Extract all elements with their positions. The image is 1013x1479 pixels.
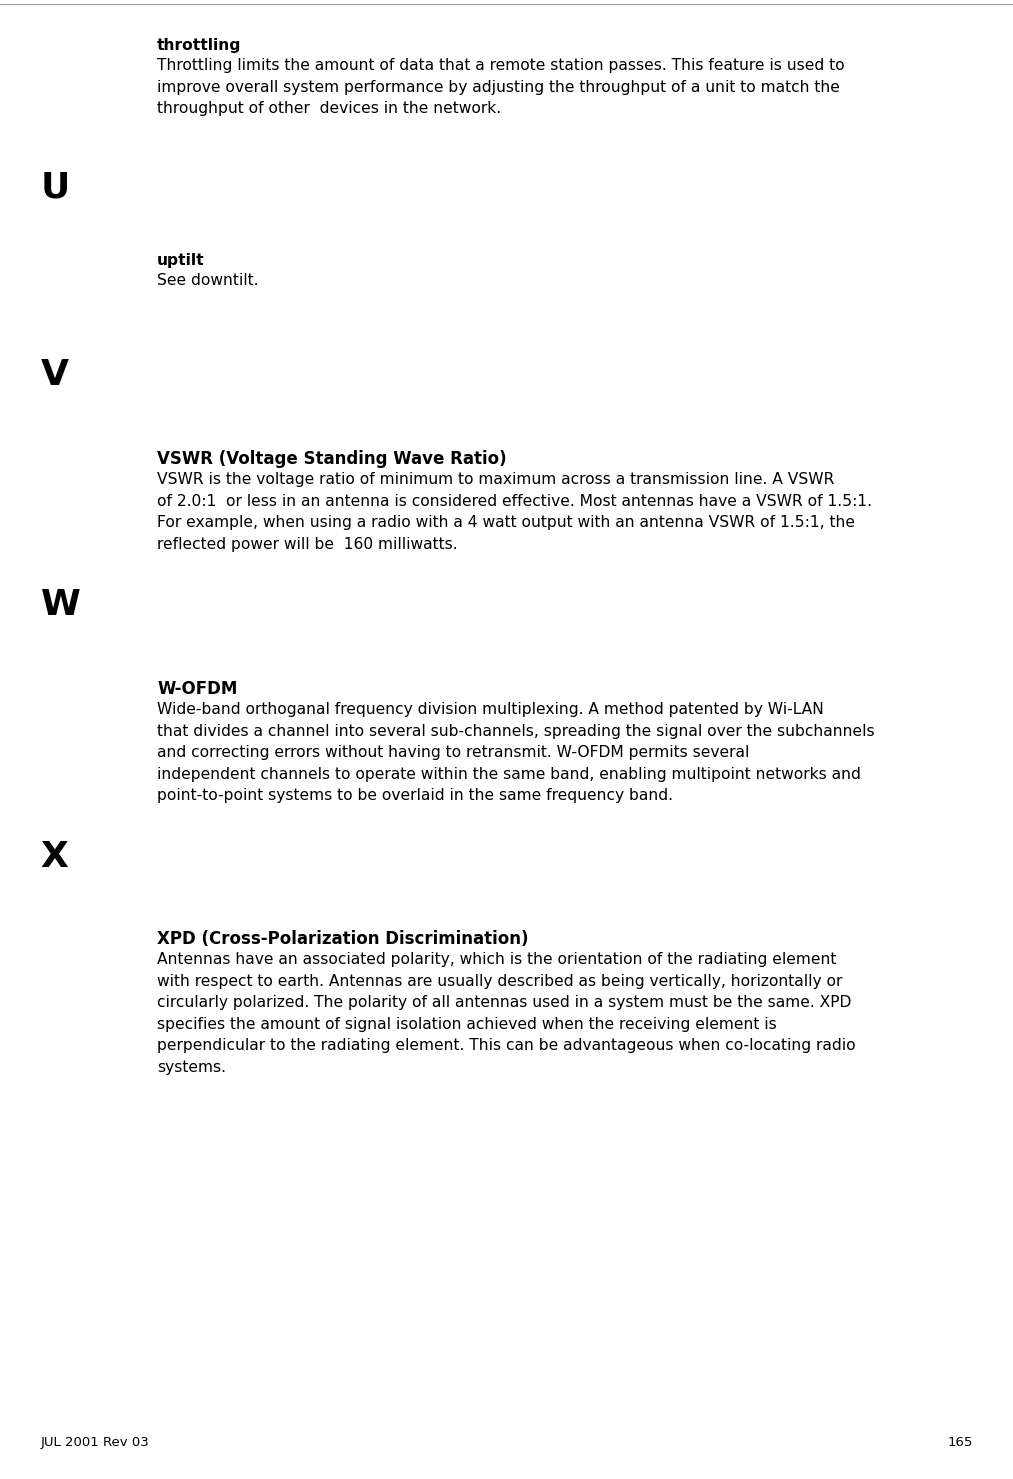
Text: Throttling limits the amount of data that a remote station passes. This feature : Throttling limits the amount of data tha… <box>157 58 845 117</box>
Text: W: W <box>41 589 80 623</box>
Text: Antennas have an associated polarity, which is the orientation of the radiating : Antennas have an associated polarity, wh… <box>157 952 856 1075</box>
Text: JUL 2001 Rev 03: JUL 2001 Rev 03 <box>41 1436 149 1449</box>
Text: V: V <box>41 358 69 392</box>
Text: uptilt: uptilt <box>157 253 205 268</box>
Text: 165: 165 <box>947 1436 973 1449</box>
Text: Wide-band orthoganal frequency division multiplexing. A method patented by Wi-LA: Wide-band orthoganal frequency division … <box>157 703 874 803</box>
Text: VSWR is the voltage ratio of minimum to maximum across a transmission line. A VS: VSWR is the voltage ratio of minimum to … <box>157 472 872 552</box>
Text: X: X <box>41 840 69 874</box>
Text: U: U <box>41 170 70 204</box>
Text: throttling: throttling <box>157 38 241 53</box>
Text: VSWR (Voltage Standing Wave Ratio): VSWR (Voltage Standing Wave Ratio) <box>157 450 506 467</box>
Text: W-OFDM: W-OFDM <box>157 680 237 698</box>
Text: See downtilt.: See downtilt. <box>157 274 258 288</box>
Text: XPD (Cross-Polarization Discrimination): XPD (Cross-Polarization Discrimination) <box>157 930 529 948</box>
